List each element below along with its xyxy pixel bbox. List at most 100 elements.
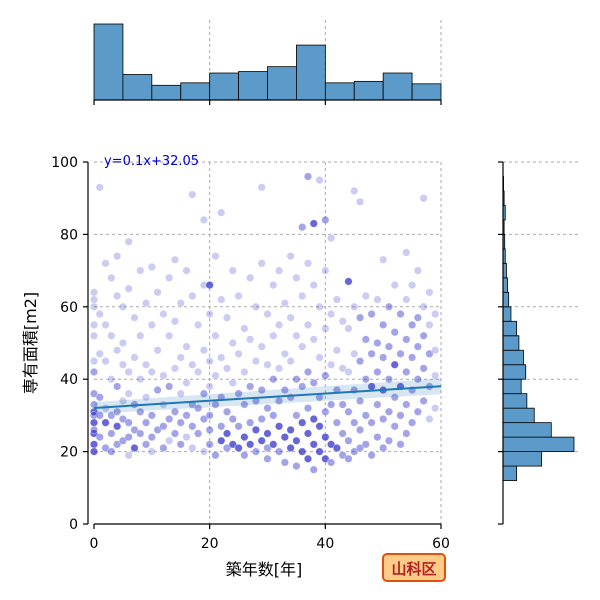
scatter-point	[217, 422, 226, 431]
scatter-point	[141, 418, 151, 427]
scatter-point	[413, 313, 422, 322]
scatter-point	[188, 360, 197, 369]
scatter-point	[263, 443, 272, 453]
scatter-point	[402, 335, 411, 344]
scatter-point	[113, 422, 122, 431]
scatter-point	[298, 418, 307, 427]
y-hist-bar	[502, 465, 518, 481]
scatter-point	[246, 440, 255, 449]
scatter-point	[153, 385, 162, 395]
scatter-point	[379, 255, 388, 264]
scatter-point	[124, 451, 133, 460]
scatter-point	[211, 451, 220, 460]
scatter-point	[327, 400, 336, 409]
scatter-point	[240, 433, 249, 442]
scatter-point	[194, 367, 203, 377]
scatter-point	[292, 375, 301, 384]
scatter-point	[419, 302, 428, 311]
scatter-point	[222, 443, 232, 453]
scatter-point	[124, 433, 133, 442]
x-marginal-histogram	[93, 20, 442, 105]
scatter-point	[176, 299, 185, 308]
scatter-point	[211, 331, 220, 340]
scatter-point	[274, 364, 284, 373]
scatter-point	[118, 338, 128, 348]
scatter-point	[228, 440, 237, 449]
scatter-point	[89, 320, 99, 330]
y-tick-label: 80	[60, 227, 78, 243]
scatter-point	[205, 309, 214, 319]
scatter-point	[332, 418, 342, 427]
x-hist-bar	[296, 44, 326, 101]
scatter-point	[147, 367, 156, 377]
scatter-point	[182, 411, 191, 420]
x-tick-label: 40	[316, 536, 334, 552]
scatter-point	[136, 429, 145, 438]
scatter-point	[101, 418, 110, 427]
scatter-point	[153, 288, 162, 297]
district-badge-label: 山科区	[391, 560, 436, 578]
scatter-point	[170, 317, 180, 326]
scatter-point	[425, 349, 434, 358]
scatter-point	[292, 331, 301, 340]
scatter-point	[309, 335, 318, 344]
scatter-point	[217, 208, 226, 217]
scatter-point	[95, 433, 104, 442]
scatter-point	[263, 454, 272, 463]
y-hist-bar	[502, 306, 512, 322]
scatter-point	[367, 451, 376, 460]
x-hist-bar	[93, 23, 124, 101]
scatter-point	[419, 396, 428, 406]
scatter-point	[113, 291, 122, 301]
y-hist-bar	[502, 407, 535, 424]
scatter-point	[165, 331, 174, 340]
scatter-point	[263, 309, 272, 319]
scatter-point	[402, 295, 411, 304]
scatter-point	[257, 385, 266, 395]
scatter-point	[118, 360, 128, 369]
scatter-point	[425, 414, 434, 424]
scatter-point	[136, 266, 145, 275]
scatter-point	[303, 172, 313, 181]
scatter-point	[361, 440, 370, 449]
scatter-point	[396, 440, 405, 449]
scatter-point	[170, 364, 180, 373]
scatter-point	[425, 288, 434, 297]
scatter-point	[355, 313, 365, 322]
scatter-point	[205, 411, 214, 420]
scatter-point	[205, 382, 214, 391]
scatter-point	[153, 346, 162, 355]
scatter-point	[274, 320, 284, 330]
scatter-point	[257, 414, 266, 424]
scatter-point	[89, 288, 99, 297]
y-tick-label: 40	[60, 372, 78, 388]
scatter-point	[124, 284, 133, 293]
scatter-point	[217, 295, 226, 304]
scatter-point	[274, 447, 284, 456]
scatter-point	[136, 331, 145, 340]
scatter-point	[384, 436, 394, 445]
scatter-point	[321, 407, 330, 416]
scatter-point	[384, 375, 394, 384]
scatter-point	[350, 302, 359, 311]
scatter-point	[222, 407, 232, 416]
scatter-point	[240, 400, 249, 409]
scatter-point	[373, 295, 382, 304]
scatter-point	[176, 353, 185, 362]
y-tick-label: 20	[60, 445, 78, 461]
scatter-point	[130, 313, 139, 322]
scatter-point	[396, 411, 405, 420]
scatter-point	[89, 302, 99, 311]
scatter-point	[321, 454, 330, 463]
scatter-point	[113, 382, 122, 391]
scatter-point	[101, 259, 110, 268]
scatter-point	[107, 447, 116, 456]
district-badge-box	[382, 553, 446, 582]
scatter-point	[269, 440, 278, 449]
scatter-point	[396, 309, 405, 319]
scatter-point	[396, 349, 405, 358]
scatter-point	[194, 404, 203, 413]
scatter-point	[95, 411, 104, 420]
scatter-point	[240, 451, 249, 460]
scatter-point	[303, 429, 313, 438]
